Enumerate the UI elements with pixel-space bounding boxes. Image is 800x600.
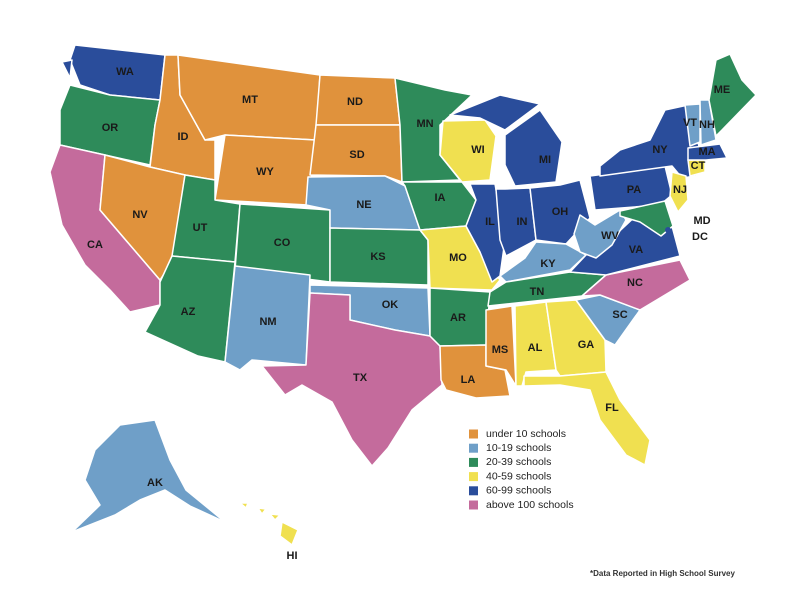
legend-swatch [469,472,478,482]
state-label: OR [102,122,119,134]
legend-label: 10-19 schools [486,442,551,454]
footnote: *Data Reported in High School Survey [590,569,735,578]
state-shape [529,179,591,245]
state-shape [504,109,563,187]
state-label: IL [485,216,495,228]
state-label: MS [492,344,509,356]
state-label: WI [471,144,484,156]
state-label: GA [578,339,595,351]
state-label: UT [193,222,208,234]
state-label: NC [627,277,643,289]
state-label: NV [132,209,148,221]
state-label: IN [517,216,528,228]
state-shape [684,103,701,147]
legend-swatch [469,486,478,496]
state-shape [619,200,674,237]
state-label: DC [692,231,708,243]
state-label: WA [116,66,134,78]
state-label: AR [450,312,466,324]
legend-swatch [469,443,478,453]
state-shape [239,502,249,509]
state-label: MT [242,94,258,106]
state-label: CT [691,160,706,172]
state-label: CO [274,237,291,249]
state-shape [71,419,226,533]
labels-layer: WA OR CA ID NV MT WY UT CO AZ NM ND SD NE KS OK TX MN IA MO… [87,66,730,562]
state-label: NJ [673,184,687,196]
state-label: KY [540,258,556,270]
legend-swatch [469,457,478,467]
legend-label: above 100 schools [486,499,574,511]
state-label: LA [461,374,476,386]
state-label: NE [356,199,371,211]
state-label: PA [627,184,642,196]
state-label: AZ [181,306,196,318]
state-shape [279,521,299,546]
state-label: FL [605,402,619,414]
state-label: WY [256,166,274,178]
states-layer [49,44,757,546]
state-shape [269,513,281,521]
state-label: MA [698,146,715,158]
state-label: AK [147,477,163,489]
state-label: VT [683,117,697,129]
state-shape [708,53,757,137]
state-label: MO [449,252,467,264]
state-shape [309,124,403,183]
state-shape [224,265,311,371]
legend-label: 60-99 schools [486,485,551,497]
state-shape [573,209,627,259]
state-label: ND [347,96,363,108]
state-label: SC [612,309,627,321]
state-shape [61,59,73,79]
state-label: TN [530,286,545,298]
state-label: HI [287,550,298,562]
state-label: OK [382,299,399,311]
state-label: ME [714,84,731,96]
state-label: MD [693,215,710,227]
state-shape [449,94,541,131]
legend-label: 40-59 schools [486,470,551,482]
state-label: SD [349,149,364,161]
state-shape [257,507,267,515]
state-label: OH [552,206,569,218]
state-label: NM [259,316,276,328]
state-shape [523,371,651,466]
state-shape [687,143,728,161]
legend: under 10 schools 10-19 schools 20-39 schoo… [469,428,574,511]
state-label: VA [629,244,644,256]
state-label: WV [601,230,619,242]
state-shape [485,305,517,387]
state-shape [669,171,689,213]
state-label: MN [416,118,433,130]
state-label: NH [699,119,715,131]
state-shape [699,99,717,146]
state-dot [665,227,671,233]
legend-swatch [469,500,478,510]
state-label: MI [539,154,551,166]
state-shape [329,227,429,286]
state-label: CA [87,239,103,251]
state-label: KS [370,251,385,263]
legend-label: 20-39 schools [486,456,551,468]
state-label: AL [528,342,543,354]
state-label: NY [652,144,668,156]
state-label: ID [178,131,189,143]
state-shape [261,292,443,467]
state-label: IA [435,192,446,204]
legend-swatch [469,429,478,439]
state-label: TX [353,372,368,384]
legend-label: under 10 schools [486,428,566,440]
